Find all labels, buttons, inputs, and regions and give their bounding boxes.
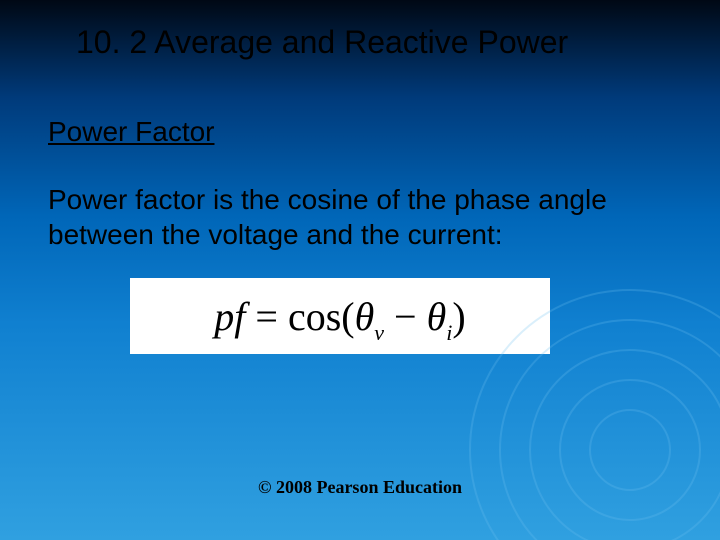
formula-func: cos( — [288, 294, 355, 339]
formula-box: pf = cos(θv − θi) — [130, 278, 550, 354]
formula-sub1: v — [374, 320, 384, 345]
formula-lhs: pf — [214, 294, 245, 339]
section-heading: Power Factor — [48, 116, 215, 148]
formula-theta2: θ — [427, 294, 447, 339]
copyright: © 2008 Pearson Education — [0, 477, 720, 498]
formula: pf = cos(θv − θi) — [214, 293, 465, 340]
body-text: Power factor is the cosine of the phase … — [48, 182, 672, 252]
formula-theta1: θ — [355, 294, 375, 339]
formula-close: ) — [452, 294, 465, 339]
slide-title: 10. 2 Average and Reactive Power — [76, 24, 568, 61]
slide: 10. 2 Average and Reactive Power Power F… — [0, 0, 720, 540]
formula-eq: = — [245, 294, 288, 339]
formula-minus: − — [384, 294, 427, 339]
formula-sub2: i — [446, 320, 452, 345]
